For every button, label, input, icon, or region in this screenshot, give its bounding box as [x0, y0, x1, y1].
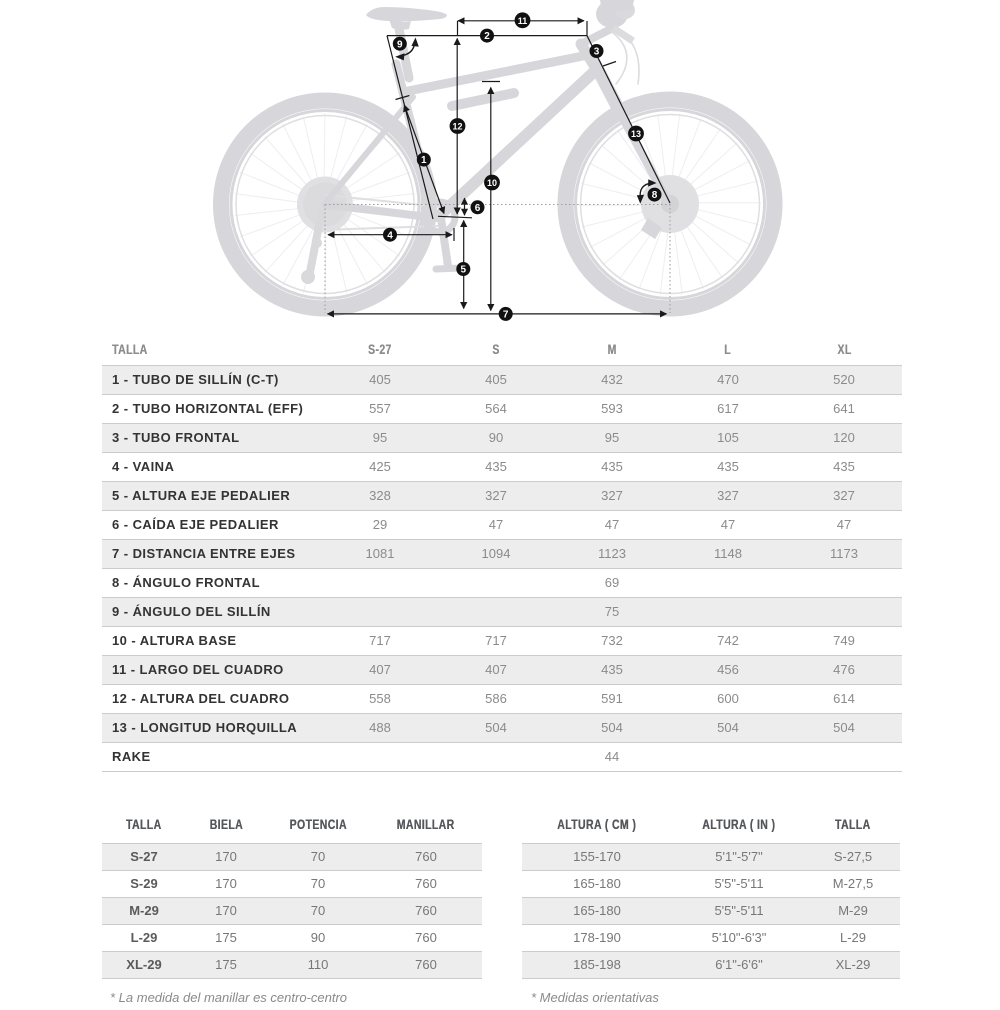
svg-text:10: 10: [487, 178, 497, 188]
svg-text:13: 13: [631, 129, 641, 139]
svg-text:4: 4: [387, 230, 393, 241]
svg-text:12: 12: [452, 122, 462, 132]
svg-text:1: 1: [421, 155, 427, 166]
svg-text:3: 3: [594, 47, 600, 58]
svg-text:8: 8: [652, 190, 658, 201]
svg-text:9: 9: [397, 39, 403, 50]
svg-text:11: 11: [518, 16, 528, 26]
svg-text:7: 7: [503, 310, 509, 321]
svg-text:2: 2: [484, 31, 490, 42]
svg-text:5: 5: [461, 265, 467, 276]
svg-text:6: 6: [475, 203, 481, 214]
